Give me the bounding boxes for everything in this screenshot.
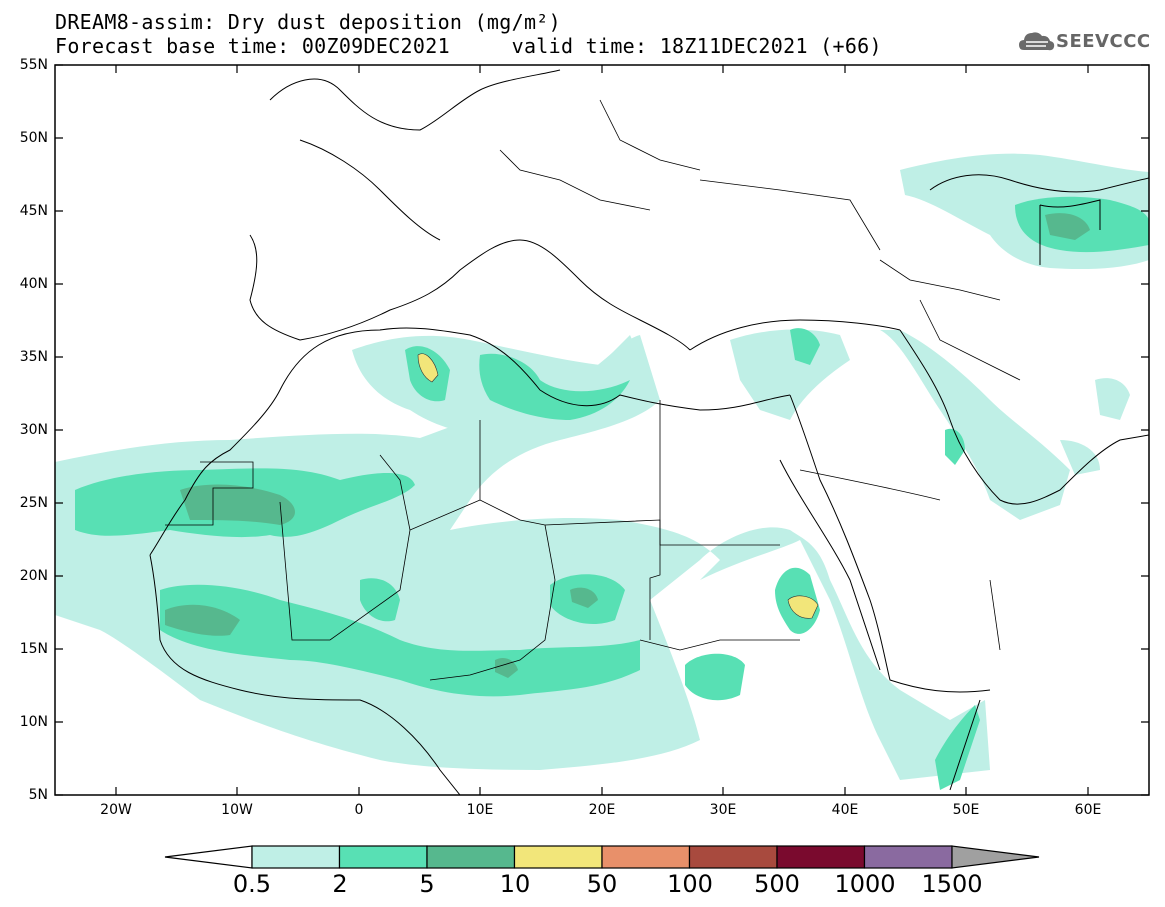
lon-label: 20W [100, 802, 132, 818]
colorbar-label: 500 [754, 870, 800, 898]
colorbar-label: 1000 [834, 870, 896, 898]
lon-label: 20E [588, 802, 616, 818]
lat-label: 25N [19, 495, 48, 511]
colorbar-label: 10 [499, 870, 531, 898]
lat-label: 15N [19, 641, 48, 657]
coastlines [149, 69, 1149, 795]
lat-label: 5N [28, 787, 48, 803]
forecast-time-line: Forecast base time: 00Z09DEC2021 valid t… [55, 34, 882, 58]
lon-label: 10W [221, 802, 253, 818]
lat-label: 45N [19, 203, 48, 219]
lon-label: 40E [831, 802, 859, 818]
logo-text: SEEVCCC [1056, 31, 1151, 52]
lon-label: 60E [1074, 802, 1102, 818]
lon-label: 30E [709, 802, 737, 818]
colorbar-label: 50 [586, 870, 618, 898]
lat-label: 40N [19, 276, 48, 292]
lat-label: 10N [19, 714, 48, 730]
country-borders [165, 99, 1021, 681]
lon-label: 10E [466, 802, 494, 818]
lon-label: 0 [354, 802, 364, 818]
lat-label: 35N [19, 349, 48, 365]
colorbar-label: 100 [667, 870, 713, 898]
axis-ticks [55, 64, 1149, 796]
dust-field-strong [165, 213, 1090, 678]
cloud-icon [1019, 32, 1055, 51]
colorbar-label: 0.5 [232, 870, 272, 898]
colorbar-label: 2 [332, 870, 348, 898]
colorbar-label: 1500 [921, 870, 983, 898]
dust-field-light [55, 153, 1149, 780]
lat-label: 30N [19, 422, 48, 438]
lat-label: 20N [19, 568, 48, 584]
lat-label: 55N [19, 57, 48, 73]
map-title: DREAM8-assim: Dry dust deposition (mg/m²… [55, 10, 561, 34]
lon-label: 50E [952, 802, 980, 818]
lat-label: 50N [19, 130, 48, 146]
dust-field-high [417, 353, 819, 619]
colorbar-label: 5 [419, 870, 435, 898]
